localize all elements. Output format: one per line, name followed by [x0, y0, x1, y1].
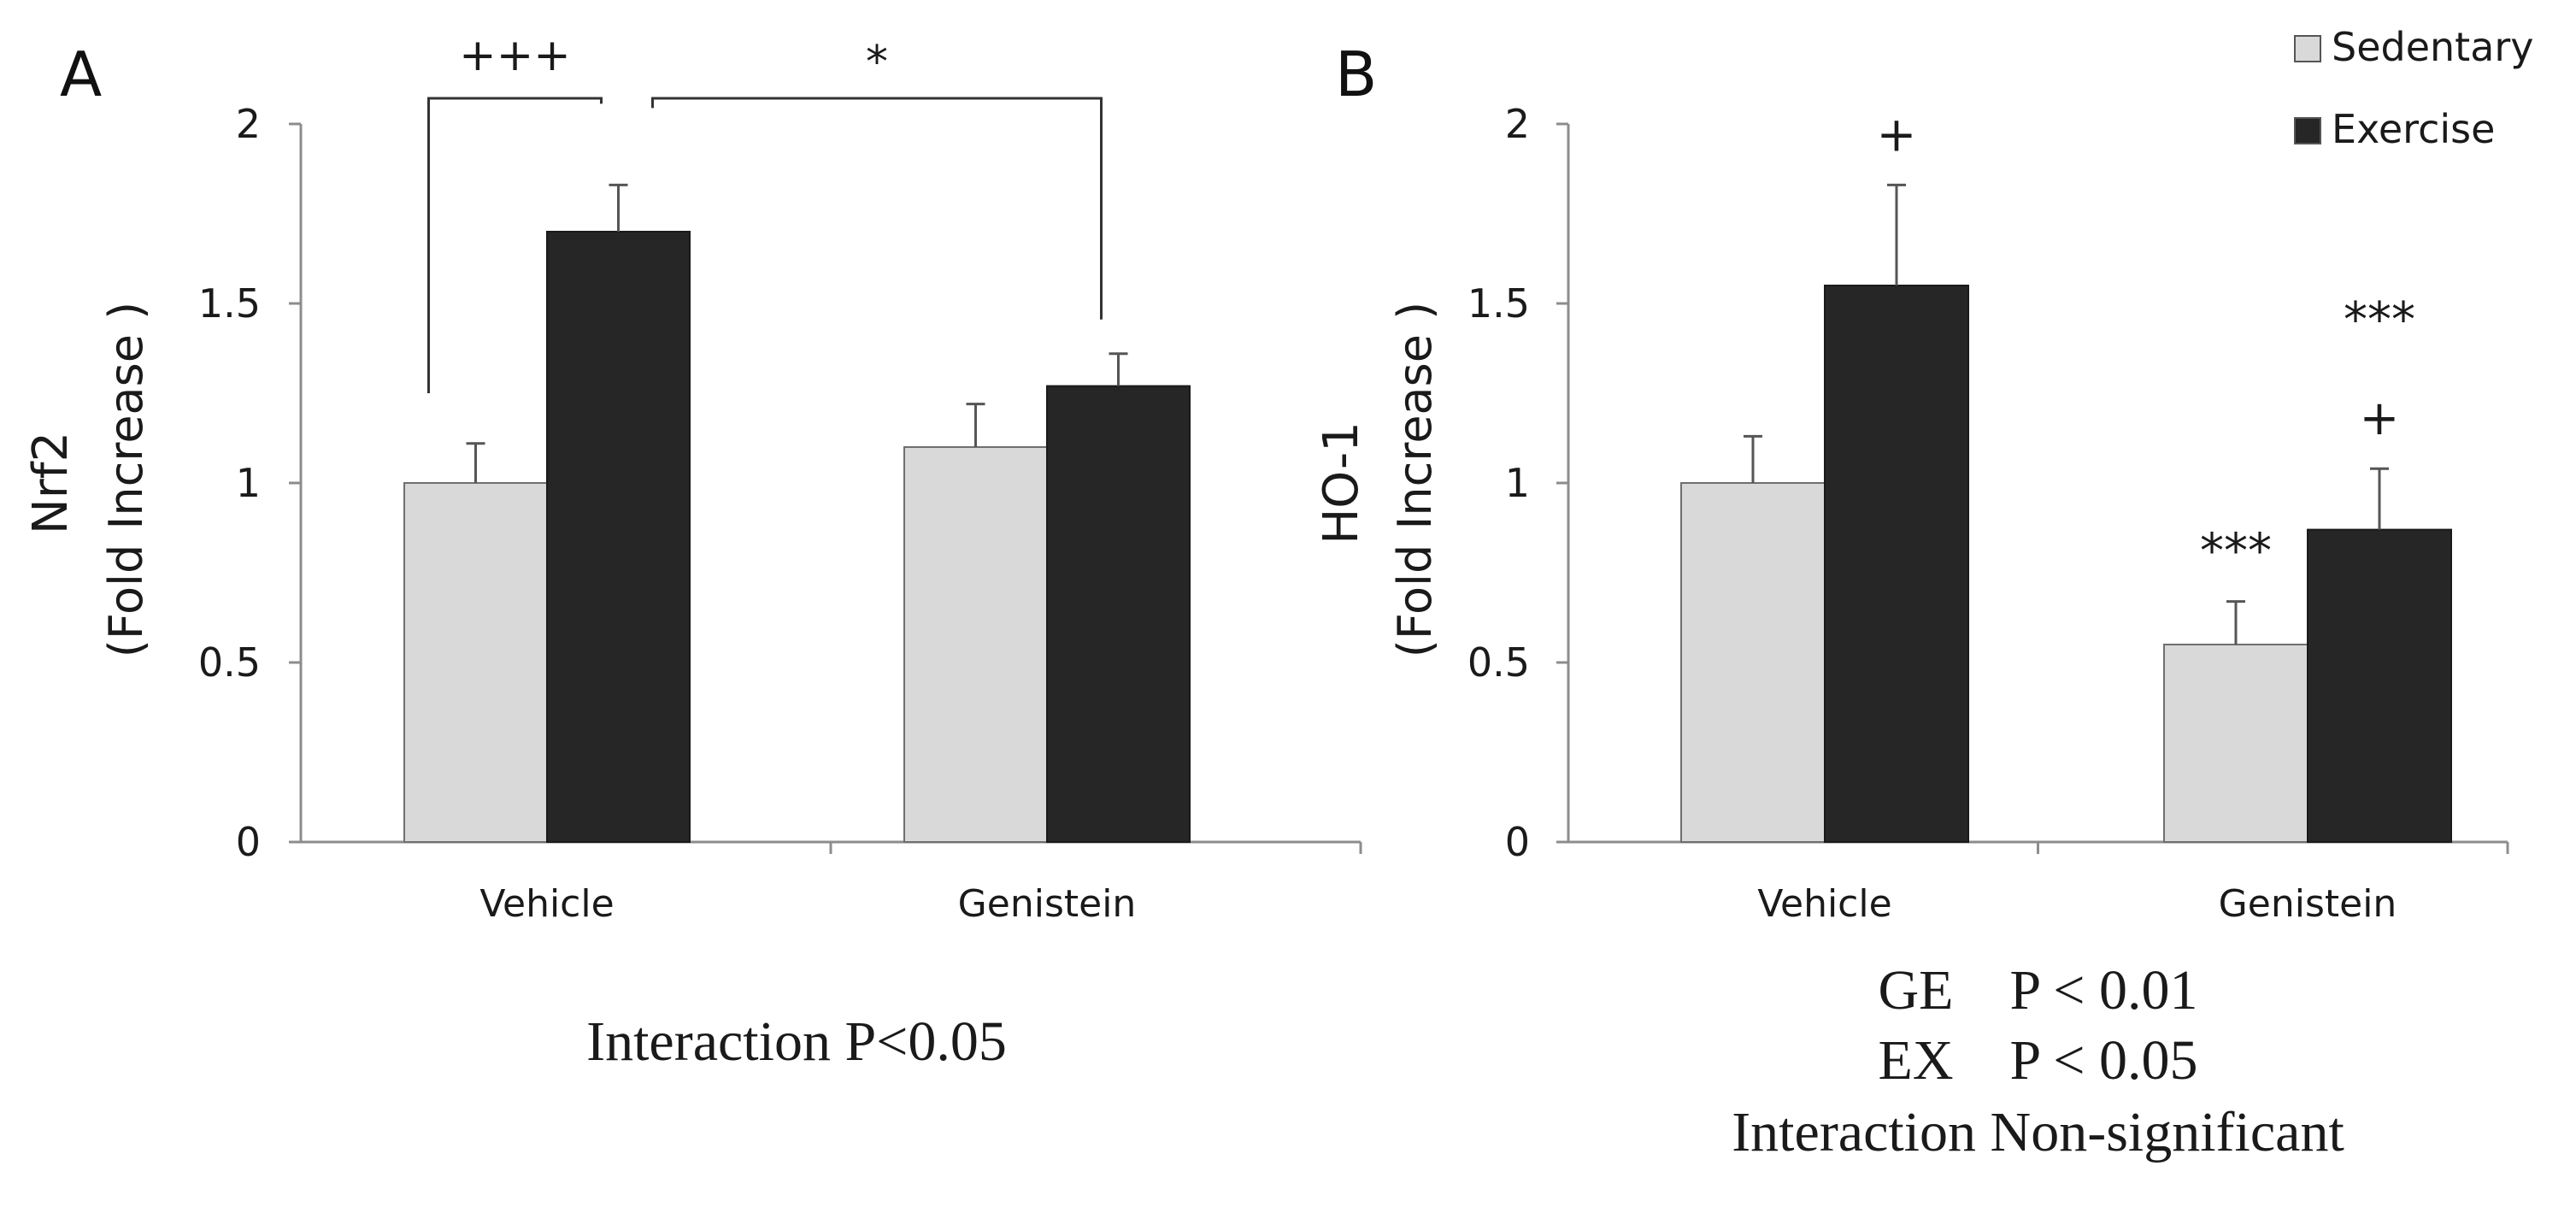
bar [546, 231, 691, 843]
legend-swatch [2294, 117, 2321, 144]
stats-line: Interaction P<0.05 [586, 1010, 1007, 1073]
x-tick-label: Vehicle [479, 882, 614, 926]
stats-line: GE P < 0.01 [1879, 959, 2198, 1022]
y-tick-label: 0 [1505, 819, 1530, 865]
y-axis-sublabel: (Fold Increase ) [1388, 302, 1442, 657]
bar [1824, 285, 1969, 843]
stats-line: EX P < 0.05 [1879, 1029, 2198, 1092]
y-tick-label: 2 [1505, 101, 1530, 147]
legend-swatch [2294, 35, 2321, 62]
y-tick-label: 1.5 [198, 280, 261, 327]
legend-label: Exercise [2332, 106, 2495, 152]
significance-label: * [866, 37, 888, 88]
y-tick-label: 0.5 [1467, 639, 1530, 686]
bar [403, 482, 548, 843]
x-tick-label: Genistein [958, 882, 1137, 926]
y-tick-label: 1 [1505, 460, 1530, 506]
annotation-label: + [2360, 391, 2400, 446]
panel-letter: A [60, 38, 102, 110]
y-tick-label: 1.5 [1467, 280, 1530, 327]
significance-bracket [427, 97, 603, 393]
x-tick-label: Vehicle [1757, 882, 1891, 926]
y-tick-label: 1 [236, 460, 261, 506]
y-axis-label: Nrf2 [23, 432, 79, 534]
annotation-label: + [1877, 107, 1917, 162]
significance-bracket [651, 97, 1103, 320]
bar [1680, 482, 1826, 843]
panel-letter: B [1335, 38, 1377, 110]
y-axis-label: HO-1 [1314, 421, 1369, 545]
panel-b: B HO-1 (Fold Increase ) 0 0.5 1 1.5 2 Vehicle Gen… [1314, 38, 2509, 1163]
y-axis-sublabel: (Fold Increase ) [99, 302, 153, 657]
bar [1046, 385, 1191, 844]
annotation-label: *** [2200, 524, 2272, 580]
x-tick-label: Genistein [2219, 882, 2397, 926]
stats-line: Interaction Non-significant [1732, 1101, 2344, 1163]
y-tick-label: 0.5 [198, 639, 261, 686]
significance-label: +++ [459, 30, 571, 81]
y-tick-label: 2 [236, 101, 261, 147]
bar [2307, 528, 2452, 843]
annotation-label: *** [2344, 292, 2415, 348]
legend: Sedentary Exercise [2294, 24, 2534, 152]
y-tick-label: 0 [236, 819, 261, 865]
panel-a: A Nrf2 (Fold Increase ) 0 0.5 1 1.5 2 Vehicle Gen… [23, 30, 1362, 1073]
legend-label: Sedentary [2332, 24, 2534, 70]
bar [2163, 644, 2308, 843]
bar [903, 446, 1048, 843]
